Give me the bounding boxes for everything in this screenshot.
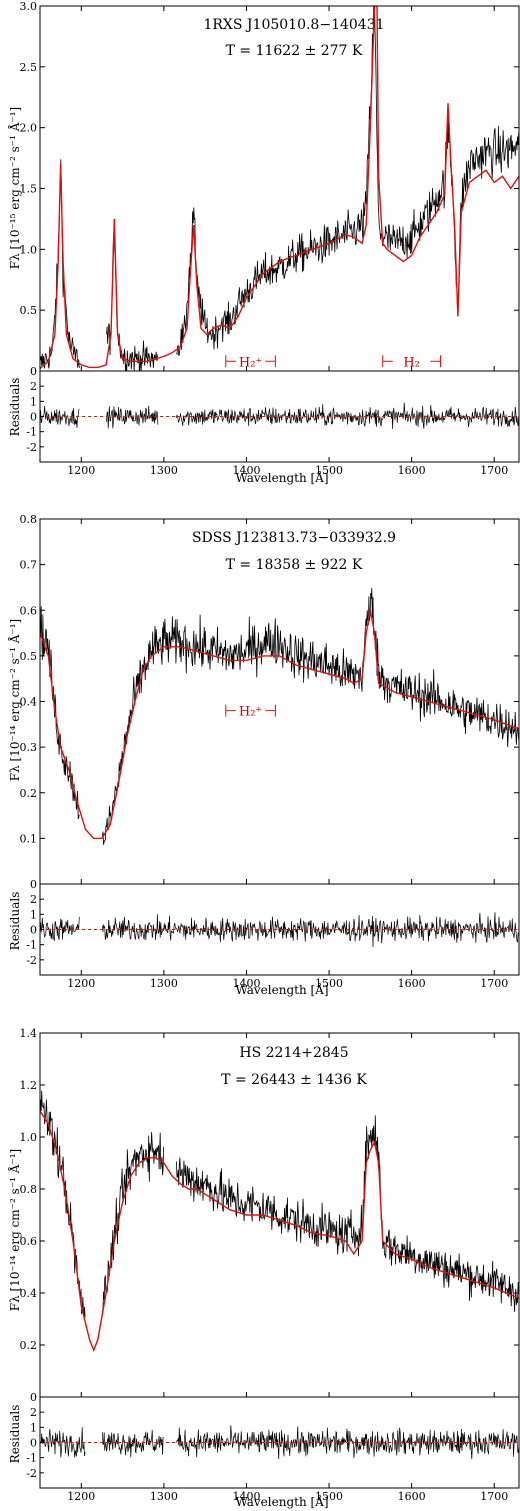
x-tick-label: 1300	[150, 464, 178, 477]
observed-spectrum-line	[40, 1090, 519, 1319]
x-tick-label: 1500	[315, 1490, 343, 1503]
x-tick-label: 1400	[232, 464, 260, 477]
x-tick-label: 1600	[398, 1490, 426, 1503]
residuals-y-tick-label: 2	[30, 893, 37, 906]
spectrum-axes-frame	[39, 518, 520, 885]
panel-1-temperature: T = 11622 ± 277 K	[226, 43, 363, 59]
residuals-y-tick-label: 0	[30, 1437, 37, 1450]
panel-2-object-name: SDSS J123813.73−033932.9	[192, 530, 396, 546]
panel-1-ylabel: Fλ [10⁻¹⁵ erg cm⁻² s⁻¹ Å⁻¹]	[7, 107, 22, 269]
residuals-y-tick-label: 2	[30, 1406, 37, 1419]
y-tick-label: 0.2	[20, 787, 38, 800]
x-tick-label: 1500	[315, 464, 343, 477]
observed-spectrum-line	[40, 588, 519, 845]
y-tick-label: 0.2	[20, 1339, 38, 1352]
h2-band-annotation: H₂	[382, 355, 442, 370]
x-tick-label: 1700	[480, 1490, 508, 1503]
x-tick-label: 1300	[150, 1490, 178, 1503]
y-tick-label: 0.8	[20, 513, 38, 526]
y-tick-label: 0.6	[20, 1235, 38, 1248]
residuals-y-tick-label: -2	[26, 954, 37, 967]
model-spectrum-line	[40, 6, 519, 370]
y-tick-label: 3.0	[20, 0, 38, 13]
residuals-y-tick-label: 1	[30, 1421, 37, 1434]
residuals-y-tick-label: -2	[26, 1467, 37, 1480]
y-tick-label: 0.1	[20, 832, 38, 845]
y-tick-label: 1.4	[20, 1027, 38, 1040]
y-tick-label: 1.2	[20, 1079, 38, 1092]
panel-1: 1RXS J105010.8−140431 T = 11622 ± 277 K …	[7, 0, 520, 485]
y-tick-label: 0	[30, 365, 37, 378]
y-tick-label: 0.8	[20, 1183, 38, 1196]
masked-spectrum-line	[80, 366, 102, 405]
residuals-y-tick-label: -1	[26, 939, 37, 952]
panel-2-temperature: T = 18358 ± 922 K	[226, 557, 363, 573]
model-spectrum-line	[40, 1110, 519, 1353]
y-tick-label: 0.4	[20, 1287, 38, 1300]
y-tick-label: 1.0	[20, 1131, 38, 1144]
panel-2-ylabel: Fλ [10⁻¹⁴ erg cm⁻² s⁻¹ Å⁻¹]	[7, 619, 22, 781]
x-tick-label: 1500	[315, 977, 343, 990]
y-tick-label: 1.0	[20, 243, 38, 256]
panel-3-object-name: HS 2214+2845	[239, 1045, 348, 1061]
y-tick-label: 0.6	[20, 604, 38, 617]
panel-2-residuals-label: Residuals	[8, 892, 22, 951]
masked-spectrum-line	[86, 851, 176, 907]
panel-2: SDSS J123813.73−033932.9 T = 18358 ± 922…	[7, 366, 520, 997]
model-spectrum-line	[40, 610, 519, 840]
h2-band-annotation: H₂⁺	[225, 355, 276, 370]
y-tick-label: 0.5	[20, 304, 38, 317]
x-tick-label: 1700	[480, 977, 508, 990]
panel-3-temperature: T = 26443 ± 1436 K	[221, 1072, 367, 1088]
y-tick-label: 0.5	[20, 650, 38, 663]
x-tick-label: 1300	[150, 977, 178, 990]
residuals-y-tick-label: 1	[30, 395, 37, 408]
h2-band-label: H₂⁺	[239, 355, 262, 370]
h2-band-label: H₂⁺	[239, 705, 262, 720]
residuals-y-tick-label: -2	[26, 441, 37, 454]
x-tick-label: 1600	[398, 977, 426, 990]
panel-3-xlabel: Wavelength [Å]	[235, 1494, 328, 1509]
residuals-line	[40, 1425, 519, 1460]
residuals-line	[40, 402, 519, 430]
x-tick-label: 1200	[67, 464, 95, 477]
y-tick-label: 0	[30, 878, 37, 891]
h2-band-label: H₂	[403, 355, 420, 370]
y-tick-label: 0.7	[20, 559, 38, 572]
x-tick-label: 1200	[67, 1490, 95, 1503]
x-tick-label: 1400	[232, 1490, 260, 1503]
residuals-y-tick-label: 2	[30, 380, 37, 393]
panel-1-xlabel: Wavelength [Å]	[235, 470, 328, 485]
x-tick-label: 1400	[232, 977, 260, 990]
y-tick-label: 0.4	[20, 696, 38, 709]
y-tick-label: 0	[30, 1391, 37, 1404]
x-tick-label: 1200	[67, 977, 95, 990]
residuals-y-tick-label: -1	[26, 1452, 37, 1465]
residuals-y-tick-label: 1	[30, 908, 37, 921]
residuals-y-tick-label: 0	[30, 924, 37, 937]
panel-3: HS 2214+2845 T = 26443 ± 1436 K Fλ [10⁻¹…	[7, 851, 520, 1509]
panel-3-ylabel: Fλ [10⁻¹⁴ erg cm⁻² s⁻¹ Å⁻¹]	[7, 1149, 22, 1311]
x-tick-label: 1600	[398, 464, 426, 477]
residuals-line	[40, 912, 519, 948]
y-tick-label: 1.5	[20, 183, 38, 196]
y-tick-label: 2.0	[20, 122, 38, 135]
panel-2-xlabel: Wavelength [Å]	[235, 982, 328, 997]
panel-3-residuals-label: Residuals	[8, 1405, 22, 1464]
x-tick-label: 1700	[480, 464, 508, 477]
h2-band-annotation: H₂⁺	[225, 704, 276, 720]
panel-1-residuals-label: Residuals	[8, 378, 22, 437]
residuals-y-tick-label: 0	[30, 411, 37, 424]
y-tick-label: 0.3	[20, 741, 38, 754]
residuals-y-tick-label: -1	[26, 426, 37, 439]
y-tick-label: 2.5	[20, 61, 38, 74]
panel-1-object-name: 1RXS J105010.8−140431	[203, 17, 384, 33]
